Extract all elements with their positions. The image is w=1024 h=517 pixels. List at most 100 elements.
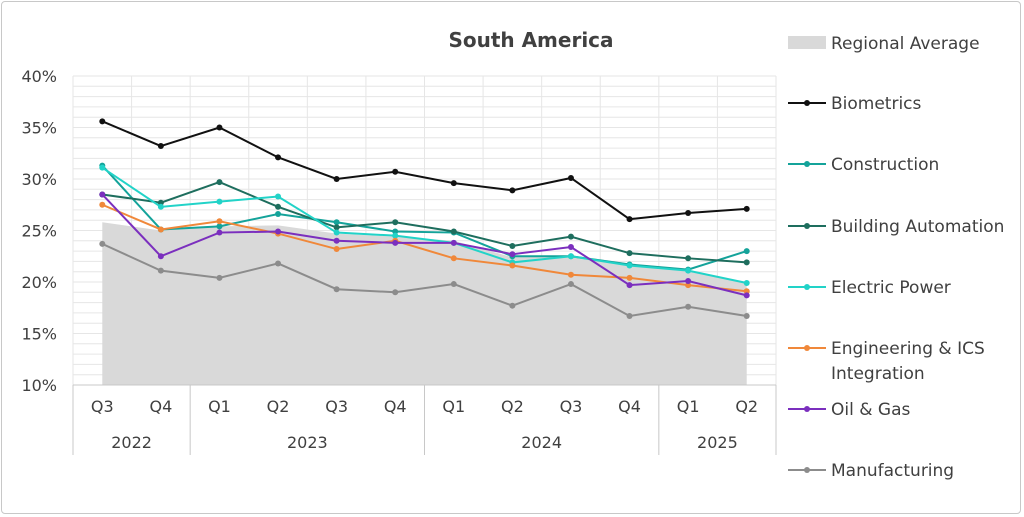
x-tick-label: Q1: [677, 397, 700, 416]
data-point: [333, 286, 340, 293]
data-point: [216, 274, 223, 281]
y-tick-label: 25%: [21, 222, 57, 241]
series-line: [101, 203, 747, 293]
data-point: [626, 216, 633, 223]
data-point: [392, 239, 399, 246]
data-point: [743, 280, 750, 287]
data-point: [216, 124, 223, 131]
data-point: [275, 260, 282, 267]
data-point: [743, 292, 750, 299]
legend-marker: [804, 406, 810, 412]
series-line: [102, 181, 747, 264]
data-point: [157, 267, 164, 274]
data-point: [216, 198, 223, 205]
data-point: [333, 219, 340, 226]
series-line: [101, 242, 747, 318]
series-electric-power: [99, 164, 750, 287]
legend-label: Oil & Gas: [831, 400, 910, 420]
data-point: [509, 187, 516, 194]
data-point: [216, 223, 223, 230]
series-line: [101, 120, 747, 221]
data-point: [450, 255, 457, 262]
data-point: [157, 253, 164, 260]
data-point: [685, 303, 692, 310]
x-axis-separators: [72, 385, 777, 455]
y-tick-label: 30%: [21, 170, 57, 189]
year-label: 2023: [287, 433, 328, 452]
data-point: [567, 271, 574, 278]
data-point: [626, 274, 633, 281]
data-point: [743, 248, 750, 255]
data-point: [392, 289, 399, 296]
data-point: [567, 233, 574, 240]
y-tick-label: 40%: [21, 67, 57, 86]
data-point: [567, 253, 574, 260]
legend-label: Electric Power: [831, 278, 951, 298]
data-point: [509, 251, 516, 258]
legend-marker: [804, 100, 810, 106]
data-point: [333, 229, 340, 236]
data-point: [743, 259, 750, 266]
legend-swatch: [788, 36, 826, 49]
data-point: [157, 143, 164, 150]
legend-marker: [804, 161, 810, 167]
data-point: [99, 240, 106, 247]
x-tick-label: Q1: [442, 397, 465, 416]
data-point: [275, 193, 282, 200]
data-point: [275, 211, 282, 218]
data-point: [685, 267, 692, 274]
legend-item: Engineering & ICS Integration: [788, 339, 985, 384]
x-tick-label: Q2: [501, 397, 524, 416]
data-point: [99, 201, 106, 208]
series-line: [101, 166, 747, 285]
data-point: [392, 228, 399, 235]
data-point: [626, 312, 633, 319]
year-labels: 2022 2023 2024 2025: [111, 433, 738, 452]
data-point: [509, 262, 516, 269]
data-point: [450, 228, 457, 235]
y-tick-label: 15%: [21, 325, 57, 344]
legend-item: Oil & Gas: [788, 400, 910, 420]
x-tick-label: Q4: [384, 397, 407, 416]
series-building-automation: [99, 179, 750, 266]
data-point: [392, 168, 399, 175]
legend-label: Regional Average: [831, 34, 980, 54]
y-tick-label: 35%: [21, 119, 57, 138]
data-point: [685, 209, 692, 216]
legend-label: Building Automation: [831, 217, 1004, 237]
regional-average-area: [102, 222, 747, 385]
data-point: [392, 219, 399, 226]
year-label: 2022: [111, 433, 152, 452]
data-point: [567, 174, 574, 181]
data-point: [333, 237, 340, 244]
data-point: [567, 281, 574, 288]
x-tick-label: Q2: [735, 397, 758, 416]
legend-label: Engineering & ICS: [831, 339, 985, 359]
data-point: [333, 224, 340, 231]
data-point: [626, 250, 633, 257]
legend-item-regional-average: Regional Average: [788, 34, 980, 54]
series-manufacturing: [99, 240, 750, 319]
year-label: 2024: [521, 433, 562, 452]
legend-item: Manufacturing: [788, 461, 954, 481]
series-lines: [99, 118, 750, 319]
x-tick-label: Q3: [325, 397, 348, 416]
legend-label: Biometrics: [831, 94, 922, 114]
data-point: [216, 229, 223, 236]
y-tick-labels: 10% 15% 20% 25% 30% 35% 40%: [21, 67, 57, 395]
legend-marker: [804, 284, 810, 290]
data-point: [157, 226, 164, 233]
data-point: [567, 243, 574, 250]
y-tick-label: 20%: [21, 273, 57, 292]
data-point: [685, 282, 692, 289]
series-line: [101, 164, 748, 271]
data-point: [685, 255, 692, 262]
legend-marker: [804, 345, 810, 351]
data-point: [99, 118, 106, 125]
year-label: 2025: [697, 433, 738, 452]
data-point: [743, 288, 750, 295]
data-point: [99, 191, 106, 198]
legend-item: Building Automation: [788, 217, 1004, 237]
data-point: [157, 203, 164, 210]
